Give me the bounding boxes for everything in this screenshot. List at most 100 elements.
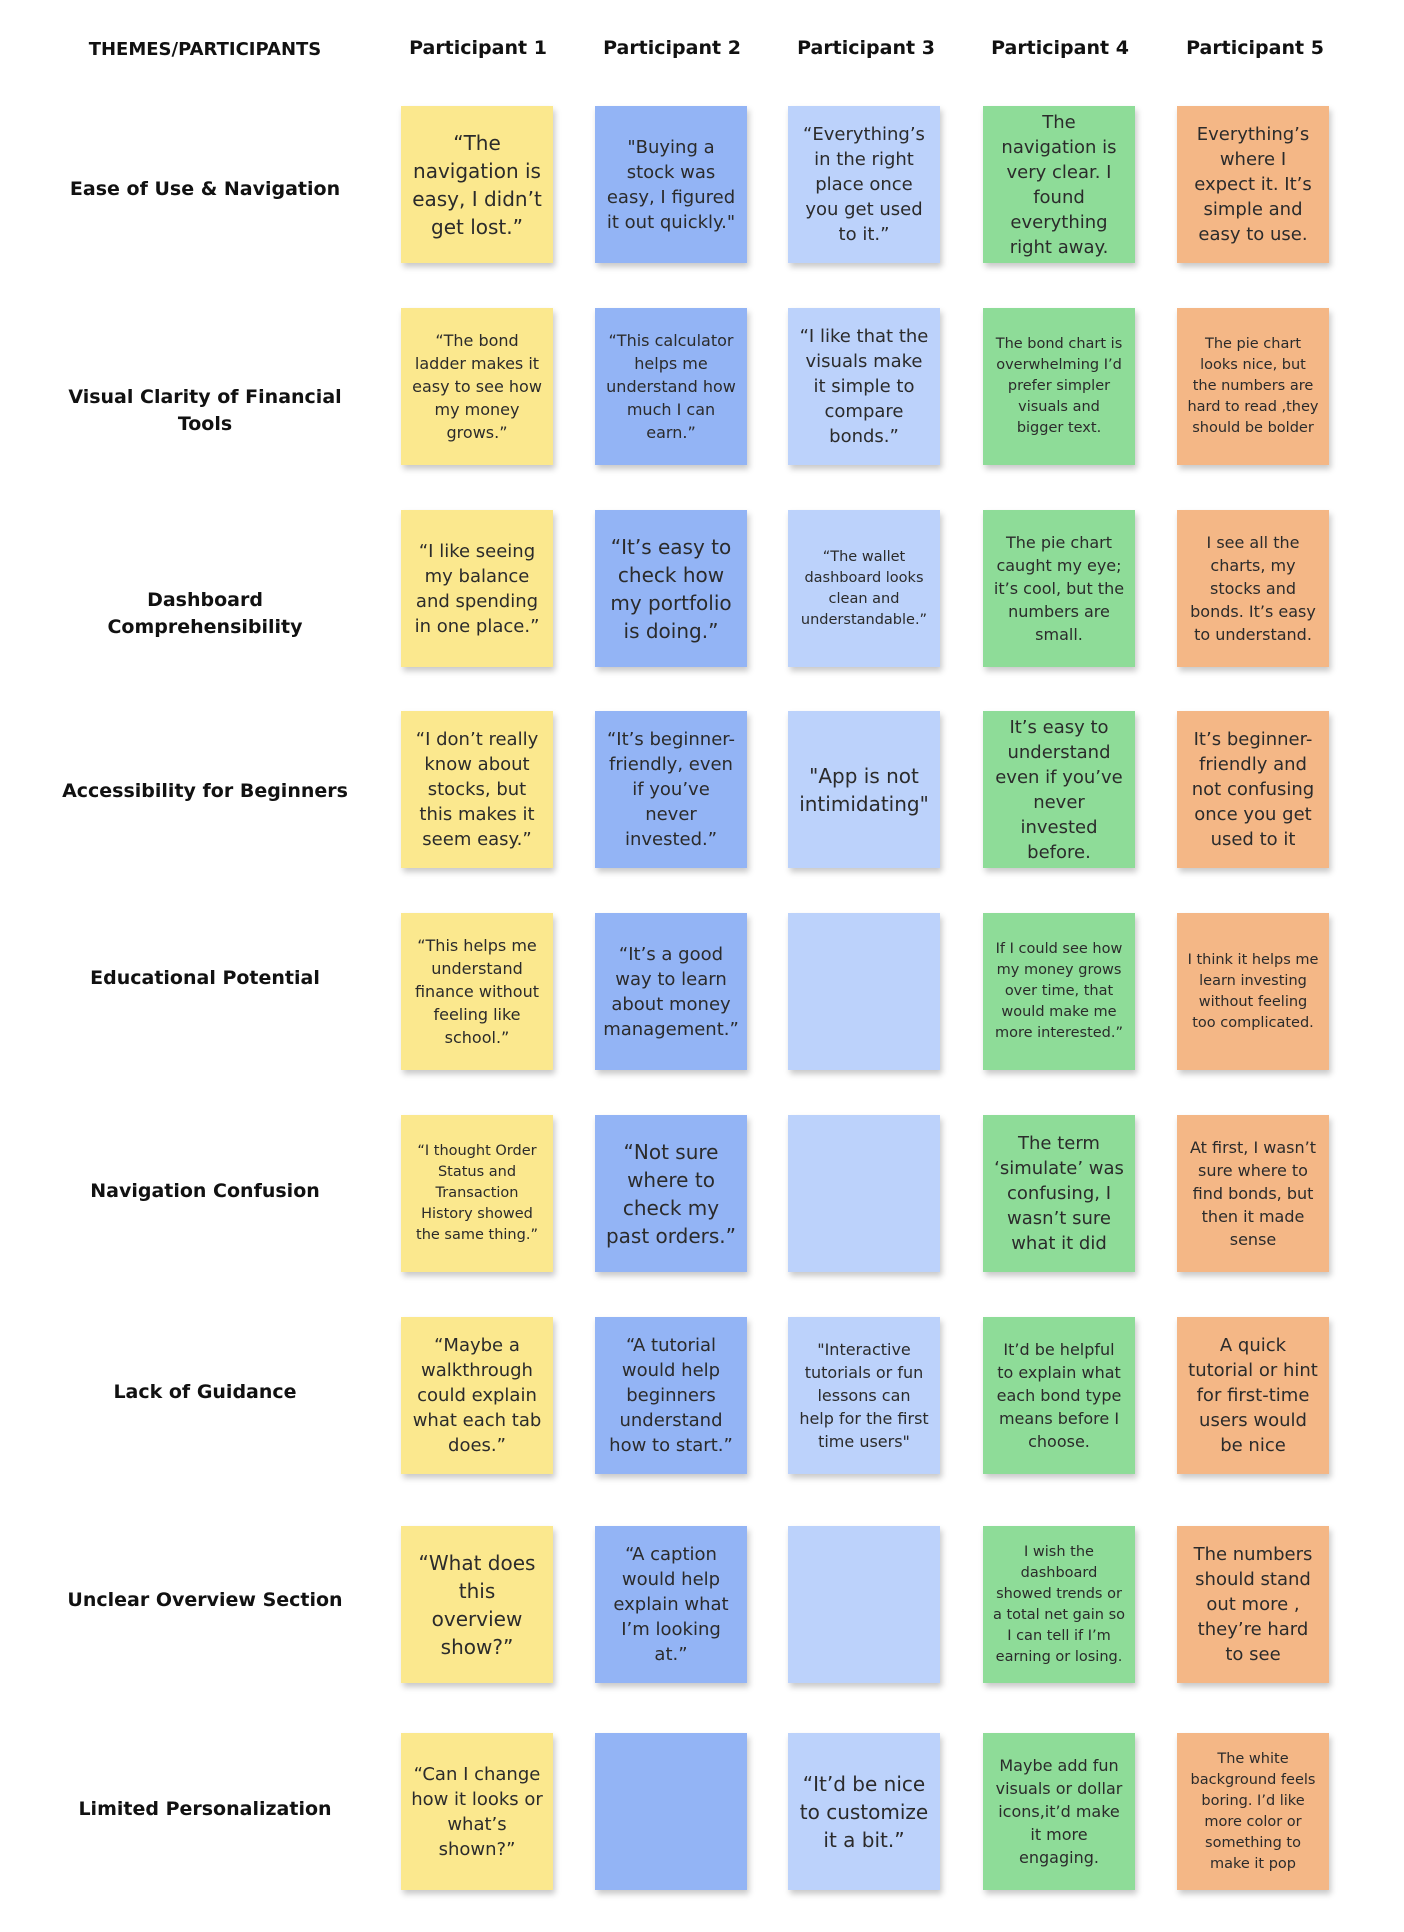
sticky-note-text: “The wallet dashboard looks clean and un… (800, 548, 928, 628)
sticky-note[interactable]: I wish the dashboard showed trends or a … (983, 1526, 1135, 1683)
sticky-note-text: “What does this overview show?” (418, 1550, 536, 1659)
sticky-note[interactable]: “I don’t really know about stocks, but t… (401, 711, 553, 868)
sticky-note[interactable]: “This helps me understand finance withou… (401, 913, 553, 1070)
sticky-note[interactable]: I see all the charts, my stocks and bond… (1177, 510, 1329, 667)
sticky-note-text: I see all the charts, my stocks and bond… (1190, 533, 1316, 644)
sticky-note-text: If I could see how my money grows over t… (994, 941, 1124, 1041)
sticky-note-text: It’d be helpful to explain what each bon… (996, 1340, 1122, 1451)
sticky-note-text: I wish the dashboard showed trends or a … (993, 1543, 1126, 1665)
sticky-note[interactable]: “It’d be nice to customize it a bit.” (788, 1733, 940, 1890)
participant-3-header: Participant 3 (797, 37, 935, 59)
sticky-note-text: “Not sure where to check my past orders.… (605, 1139, 737, 1248)
sticky-note[interactable]: “The navigation is easy, I didn’t get lo… (401, 106, 553, 263)
participant-4-header: Participant 4 (991, 37, 1129, 59)
sticky-note[interactable]: “It’s easy to check how my portfolio is … (595, 510, 747, 667)
sticky-note-text: The bond chart is overwhelming I’d prefe… (995, 336, 1123, 436)
sticky-note[interactable]: “The wallet dashboard looks clean and un… (788, 510, 940, 667)
sticky-note[interactable]: “I like seeing my balance and spending i… (401, 510, 553, 667)
sticky-note-text: “I don’t really know about stocks, but t… (415, 729, 539, 850)
sticky-note-text: “It’s easy to check how my portfolio is … (610, 534, 732, 643)
sticky-note-text: “Everything’s in the right place once yo… (803, 124, 925, 245)
sticky-note[interactable]: “The bond ladder makes it easy to see ho… (401, 308, 553, 465)
sticky-note-text: “I thought Order Status and Transaction … (416, 1143, 538, 1243)
theme-label: Accessibility for Beginners (62, 780, 348, 802)
theme-label: Navigation Confusion (90, 1180, 320, 1202)
sticky-note-text: Everything’s where I expect it. It’s sim… (1194, 124, 1312, 245)
sticky-note-text: “A tutorial would help beginners underst… (609, 1335, 733, 1456)
sticky-note-text: “The navigation is easy, I didn’t get lo… (412, 130, 542, 239)
sticky-note-text: It’s easy to understand even if you’ve n… (995, 716, 1123, 863)
sticky-note[interactable] (788, 913, 940, 1070)
sticky-note[interactable]: “I thought Order Status and Transaction … (401, 1115, 553, 1272)
sticky-note-text: “This calculator helps me understand how… (606, 331, 736, 442)
sticky-note-text: The pie chart looks nice, but the number… (1187, 336, 1319, 436)
participant-5-header: Participant 5 (1186, 37, 1324, 59)
sticky-note[interactable] (788, 1115, 940, 1272)
sticky-note[interactable]: The term ‘simulate’ was confusing, I was… (983, 1115, 1135, 1272)
sticky-note-text: "Buying a stock was easy, I figured it o… (606, 136, 736, 233)
sticky-note-text: The pie chart caught my eye; it’s cool, … (993, 533, 1125, 644)
sticky-note-text: "Interactive tutorials or fun lessons ca… (799, 1340, 929, 1451)
sticky-note-text: “I like that the visuals make it simple … (799, 326, 929, 447)
sticky-note[interactable]: “A caption would help explain what I’m l… (595, 1526, 747, 1683)
sticky-note-text: “It’s a good way to learn about money ma… (603, 943, 739, 1040)
sticky-note-text: A quick tutorial or hint for first-time … (1188, 1335, 1318, 1456)
sticky-note[interactable]: I think it helps me learn investing with… (1177, 913, 1329, 1070)
sticky-note-text: “It’d be nice to customize it a bit.” (799, 1771, 929, 1852)
sticky-note-text: "App is not intimidating" (799, 763, 929, 816)
sticky-note-text: “A caption would help explain what I’m l… (613, 1544, 729, 1665)
sticky-note[interactable]: "Interactive tutorials or fun lessons ca… (788, 1317, 940, 1474)
sticky-note-text: Maybe add fun visuals or dollar icons,it… (995, 1756, 1123, 1867)
sticky-note[interactable]: Maybe add fun visuals or dollar icons,it… (983, 1733, 1135, 1890)
sticky-note-text: “I like seeing my balance and spending i… (414, 540, 540, 637)
sticky-note[interactable]: It’s beginner-friendly and not confusing… (1177, 711, 1329, 868)
sticky-note[interactable]: “What does this overview show?” (401, 1526, 553, 1683)
sticky-note[interactable]: “Everything’s in the right place once yo… (788, 106, 940, 263)
sticky-note[interactable]: “It’s beginner-friendly, even if you’ve … (595, 711, 747, 868)
sticky-note-text: “It’s beginner-friendly, even if you’ve … (606, 729, 736, 850)
sticky-note[interactable] (595, 1733, 747, 1890)
sticky-note[interactable]: “It’s a good way to learn about money ma… (595, 913, 747, 1070)
theme-label: Educational Potential (90, 967, 320, 989)
sticky-note[interactable]: It’d be helpful to explain what each bon… (983, 1317, 1135, 1474)
sticky-note[interactable]: The pie chart caught my eye; it’s cool, … (983, 510, 1135, 667)
sticky-note[interactable]: “Maybe a walkthrough could explain what … (401, 1317, 553, 1474)
sticky-note[interactable]: The white background feels boring. I’d l… (1177, 1733, 1329, 1890)
sticky-note[interactable]: A quick tutorial or hint for first-time … (1177, 1317, 1329, 1474)
sticky-note[interactable]: Everything’s where I expect it. It’s sim… (1177, 106, 1329, 263)
sticky-note[interactable]: “This calculator helps me understand how… (595, 308, 747, 465)
sticky-note-text: It’s beginner-friendly and not confusing… (1191, 729, 1315, 850)
theme-label: Dashboard Comprehensibility (107, 589, 303, 638)
participant-1-header: Participant 1 (409, 37, 547, 59)
sticky-note-text: “Maybe a walkthrough could explain what … (412, 1335, 542, 1456)
sticky-note-text: “Can I change how it looks or what’s sho… (411, 1763, 543, 1860)
sticky-note[interactable]: The pie chart looks nice, but the number… (1177, 308, 1329, 465)
participant-2-header: Participant 2 (603, 37, 741, 59)
sticky-note[interactable]: “Can I change how it looks or what’s sho… (401, 1733, 553, 1890)
sticky-note-text: I think it helps me learn investing with… (1187, 951, 1319, 1031)
theme-label: Ease of Use & Navigation (69, 178, 341, 200)
sticky-note-text: At first, I wasn’t sure where to find bo… (1190, 1138, 1316, 1249)
themes-participants-header: THEMES/PARTICIPANTS (88, 39, 322, 60)
theme-label: Limited Personalization (78, 1798, 332, 1820)
sticky-note-text: The white background feels boring. I’d l… (1190, 1750, 1316, 1872)
sticky-note-text: “This helps me understand finance withou… (414, 936, 540, 1047)
sticky-note[interactable]: "App is not intimidating" (788, 711, 940, 868)
sticky-note-text: The term ‘simulate’ was confusing, I was… (994, 1133, 1124, 1254)
sticky-note[interactable]: “A tutorial would help beginners underst… (595, 1317, 747, 1474)
sticky-note-text: The numbers should stand out more , they… (1193, 1544, 1313, 1665)
sticky-note[interactable] (788, 1526, 940, 1683)
theme-label: Visual Clarity of Financial Tools (68, 386, 342, 435)
sticky-note[interactable]: The navigation is very clear. I found ev… (983, 106, 1135, 263)
sticky-note[interactable]: “I like that the visuals make it simple … (788, 308, 940, 465)
sticky-note[interactable]: “Not sure where to check my past orders.… (595, 1115, 747, 1272)
sticky-note[interactable]: It’s easy to understand even if you’ve n… (983, 711, 1135, 868)
sticky-note[interactable]: "Buying a stock was easy, I figured it o… (595, 106, 747, 263)
sticky-note[interactable]: The numbers should stand out more , they… (1177, 1526, 1329, 1683)
sticky-note[interactable]: If I could see how my money grows over t… (983, 913, 1135, 1070)
theme-label: Lack of Guidance (113, 1381, 297, 1403)
sticky-note[interactable]: At first, I wasn’t sure where to find bo… (1177, 1115, 1329, 1272)
sticky-note-text: The navigation is very clear. I found ev… (1001, 111, 1117, 258)
sticky-note[interactable]: The bond chart is overwhelming I’d prefe… (983, 308, 1135, 465)
